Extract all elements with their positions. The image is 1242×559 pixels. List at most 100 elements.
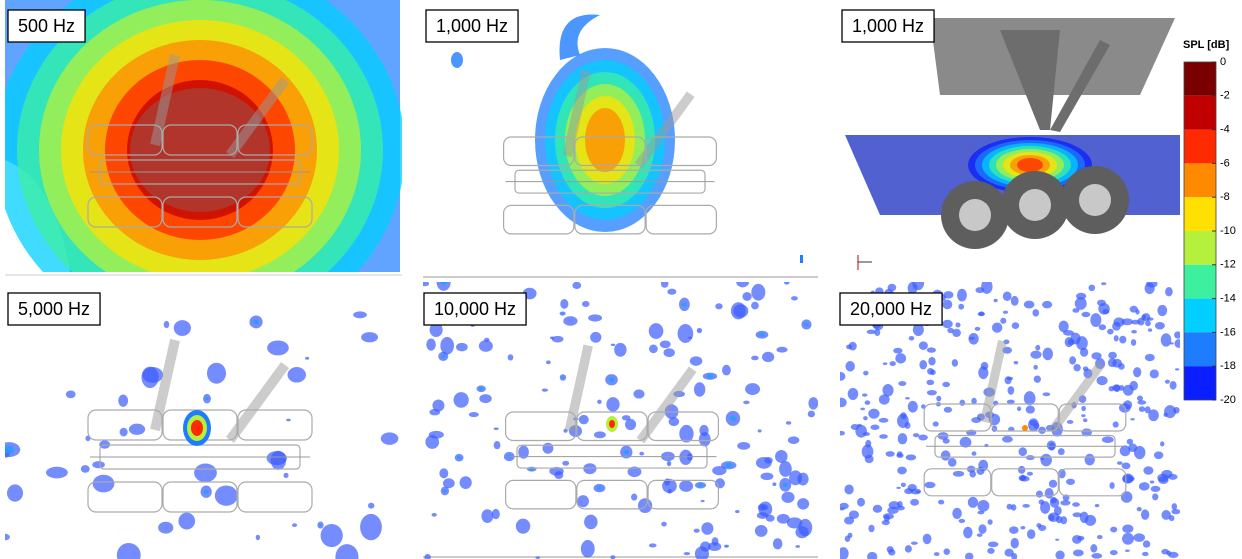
blob: [661, 521, 667, 527]
blob: [1165, 287, 1173, 297]
blob: [581, 300, 590, 308]
blob: [633, 389, 645, 399]
blob: [908, 335, 915, 341]
blob: [755, 456, 772, 469]
blob: [1055, 515, 1063, 524]
blob: [1169, 381, 1177, 390]
blob: [857, 497, 866, 507]
blob: [677, 324, 694, 343]
colorbar-tick-label: -8: [1220, 191, 1230, 203]
blob: [1164, 405, 1177, 419]
blob: [922, 533, 932, 545]
tire: [923, 403, 992, 432]
blob: [442, 478, 455, 489]
tire: [87, 196, 163, 228]
blob: [1048, 479, 1058, 488]
blob: [926, 379, 935, 386]
blob: [735, 510, 740, 514]
blob: [563, 316, 578, 326]
blob: [541, 388, 549, 392]
blob: [1109, 549, 1118, 556]
blob: [971, 451, 977, 456]
blob: [1102, 309, 1110, 315]
colorbar-tick-label: -14: [1220, 293, 1236, 305]
blob: [588, 314, 603, 322]
tire: [162, 481, 238, 513]
blob: [1046, 440, 1056, 451]
blob: [92, 474, 115, 493]
blob: [1088, 284, 1096, 292]
blob: [577, 495, 589, 508]
blob: [1141, 551, 1149, 557]
blob: [1004, 376, 1012, 385]
blob: [1073, 363, 1081, 372]
blob: [1058, 468, 1066, 479]
blob: [429, 322, 443, 338]
blob: [737, 441, 751, 450]
blob-core: [681, 302, 687, 307]
blob-core: [306, 357, 309, 360]
blob: [1081, 405, 1086, 412]
blob: [116, 542, 141, 559]
blob: [194, 463, 217, 483]
blob: [978, 311, 985, 317]
blob: [1072, 308, 1080, 313]
blob: [1007, 386, 1015, 395]
blob: [987, 519, 993, 525]
blob: [790, 296, 798, 301]
colorbar-segment: [1184, 95, 1216, 130]
blob: [1173, 407, 1180, 414]
blob: [943, 291, 954, 299]
tire: [923, 468, 992, 497]
colorbar-segment: [1184, 298, 1216, 333]
blob: [942, 438, 950, 444]
blob: [431, 513, 437, 517]
blob: [624, 418, 637, 431]
tire: [162, 124, 238, 156]
blob: [1112, 321, 1121, 331]
tire: [162, 196, 238, 228]
tire: [237, 409, 313, 441]
contour: [559, 14, 600, 60]
blob: [335, 544, 359, 559]
blob: [969, 336, 975, 340]
blob: [1140, 509, 1150, 520]
blob-core: [203, 489, 209, 494]
blob: [855, 424, 867, 438]
blob: [863, 416, 868, 421]
blob: [580, 540, 595, 558]
blob: [545, 360, 551, 365]
colorbar-title: SPL [dB]: [1183, 39, 1230, 51]
blob: [1020, 526, 1026, 530]
blob: [743, 400, 750, 405]
blob: [915, 490, 921, 494]
blob: [958, 303, 965, 310]
blob: [1137, 400, 1147, 405]
blob: [905, 397, 910, 400]
hotspot: [1022, 425, 1028, 431]
blob: [1168, 551, 1179, 558]
colorbar-segment: [1184, 129, 1216, 164]
blob: [844, 484, 854, 495]
blob: [1030, 350, 1042, 359]
blob: [1136, 395, 1143, 401]
blob: [1149, 480, 1155, 484]
blob: [572, 282, 582, 290]
blob: [468, 411, 479, 418]
blob: [840, 507, 845, 511]
blob-core: [253, 319, 260, 325]
colorbar-tick-label: -6: [1220, 157, 1230, 169]
blob: [551, 335, 564, 343]
blob: [1072, 512, 1082, 518]
colorbar-tick-label: -20: [1220, 394, 1236, 406]
blob: [943, 548, 951, 556]
tire: [87, 124, 163, 156]
blob: [1126, 438, 1134, 445]
blob: [1000, 317, 1007, 324]
blob: [1150, 485, 1161, 492]
blob: [1153, 451, 1164, 460]
blob: [584, 514, 598, 530]
blob: [977, 510, 985, 515]
blob: [432, 399, 445, 412]
blob: [1057, 448, 1065, 456]
